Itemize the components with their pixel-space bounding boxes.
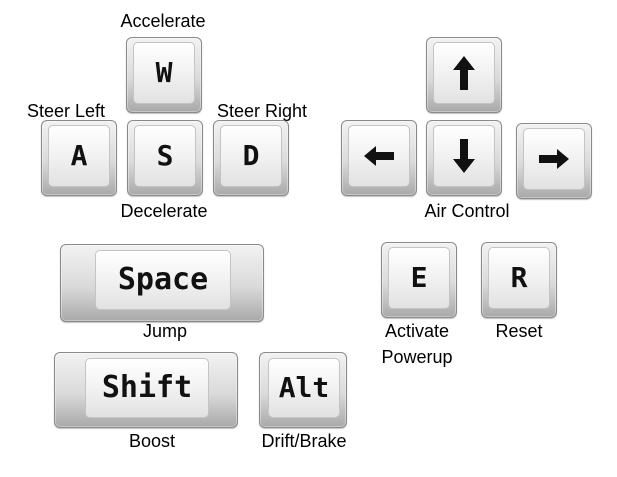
steer-left-label: Steer Left xyxy=(26,101,106,121)
a-key[interactable]: A xyxy=(41,120,117,196)
down-arrow-icon xyxy=(453,139,475,173)
e-key[interactable]: E xyxy=(381,242,457,318)
boost-label: Boost xyxy=(128,431,176,451)
space-key-legend: Space xyxy=(117,262,209,297)
e-key-cap: E xyxy=(388,247,450,309)
up-arrow-key-cap xyxy=(433,42,495,104)
drift-brake-label: Drift/Brake xyxy=(261,431,347,451)
shift-key[interactable]: Shift xyxy=(54,352,238,428)
decelerate-label: Decelerate xyxy=(120,201,208,221)
d-key[interactable]: D xyxy=(213,120,289,196)
left-arrow-icon xyxy=(364,146,394,166)
d-key-legend: D xyxy=(242,139,260,172)
r-key-cap: R xyxy=(488,247,550,309)
steer-right-label: Steer Right xyxy=(216,101,308,121)
d-key-cap: D xyxy=(220,125,282,187)
right-arrow-key[interactable] xyxy=(516,123,592,199)
jump-label: Jump xyxy=(142,321,187,341)
space-key[interactable]: Space xyxy=(60,244,264,322)
s-key-legend: S xyxy=(156,139,174,172)
activate-label-line1: Activate xyxy=(384,321,450,341)
right-arrow-icon xyxy=(539,149,569,169)
up-arrow-icon xyxy=(453,56,475,90)
down-arrow-key-cap xyxy=(433,125,495,187)
r-key[interactable]: R xyxy=(481,242,557,318)
down-arrow-key[interactable] xyxy=(426,120,502,196)
w-key-cap: W xyxy=(133,42,195,104)
accelerate-label: Accelerate xyxy=(120,11,206,31)
alt-key-cap: Alt xyxy=(268,358,340,418)
alt-key[interactable]: Alt xyxy=(259,352,347,428)
left-arrow-key[interactable] xyxy=(341,120,417,196)
activate-label-line2: Powerup xyxy=(381,347,453,367)
a-key-cap: A xyxy=(48,125,110,187)
w-key-legend: W xyxy=(155,56,173,89)
space-key-cap: Space xyxy=(95,250,231,310)
reset-label: Reset xyxy=(495,321,543,341)
shift-key-legend: Shift xyxy=(101,370,193,405)
up-arrow-key[interactable] xyxy=(426,37,502,113)
left-arrow-key-cap xyxy=(348,125,410,187)
air-control-label: Air Control xyxy=(424,201,510,221)
s-key-cap: S xyxy=(134,125,196,187)
s-key[interactable]: S xyxy=(127,120,203,196)
w-key[interactable]: W xyxy=(126,37,202,113)
right-arrow-key-cap xyxy=(523,128,585,190)
shift-key-cap: Shift xyxy=(85,358,209,418)
a-key-legend: A xyxy=(70,139,88,172)
alt-key-legend: Alt xyxy=(278,371,330,404)
r-key-legend: R xyxy=(510,261,528,294)
e-key-legend: E xyxy=(410,261,428,294)
